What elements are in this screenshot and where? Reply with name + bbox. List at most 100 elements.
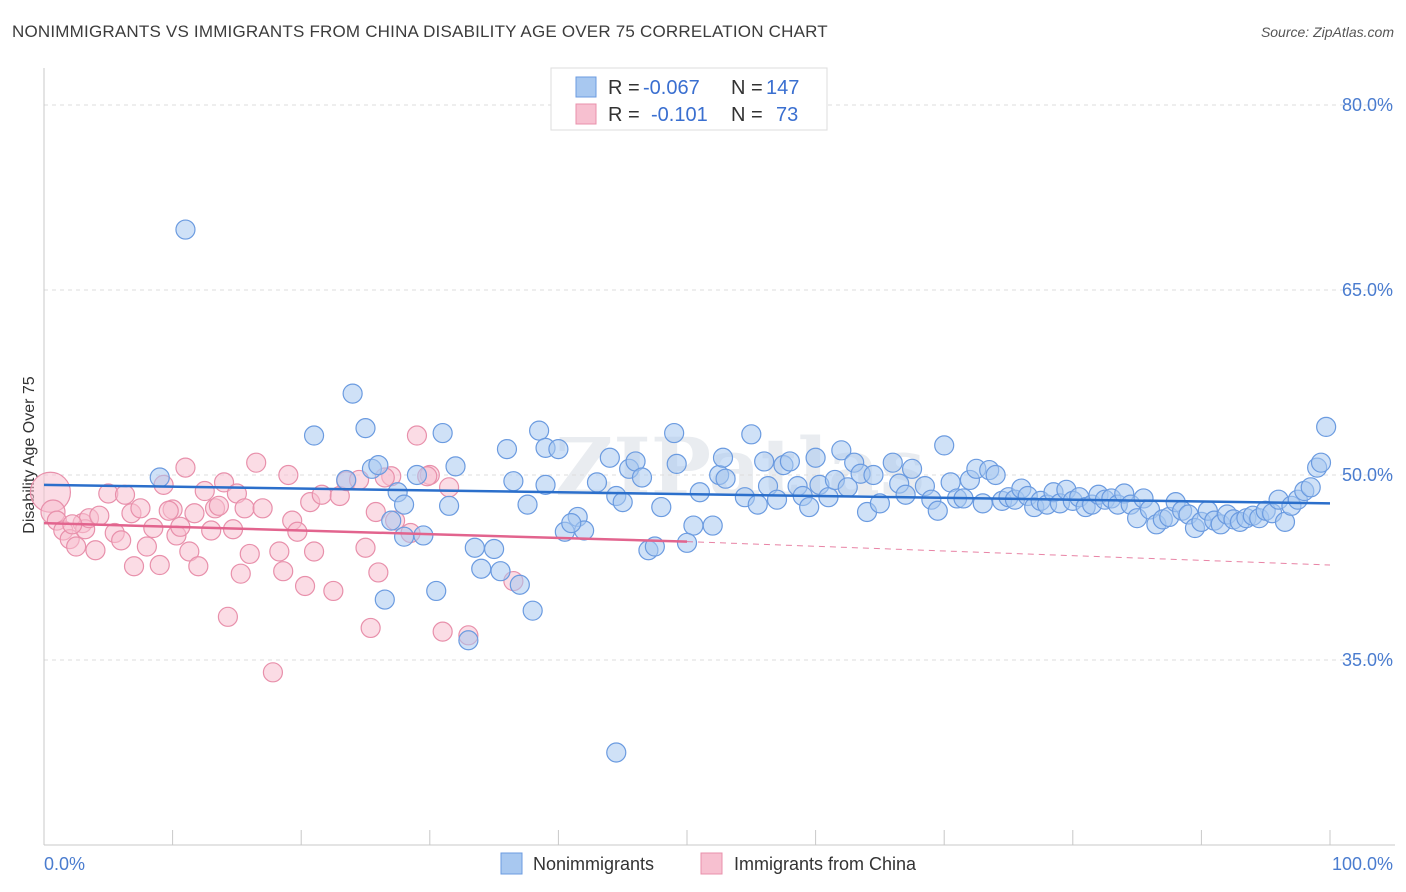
data-point-immigrants-china <box>432 621 453 642</box>
trend-line-immigrants-china-extrapolated <box>686 541 1331 566</box>
data-point-immigrants-china <box>360 617 381 639</box>
data-point-immigrants-china <box>114 484 136 505</box>
y-tick-labels: 35.0% 50.0% 65.0% 80.0% <box>1342 95 1393 670</box>
data-point-nonimmigrants <box>503 471 524 492</box>
y-tick-label: 65.0% <box>1342 280 1393 300</box>
data-point-nonimmigrants <box>149 467 170 488</box>
data-point-immigrants-china <box>158 500 179 521</box>
data-point-immigrants-china <box>179 541 200 562</box>
data-point-nonimmigrants <box>303 425 325 446</box>
x-axis-ticks <box>172 830 1331 845</box>
data-point-nonimmigrants <box>381 510 402 531</box>
data-point-nonimmigrants <box>689 482 710 503</box>
x-tick-label-max: 100.0% <box>1332 854 1393 874</box>
bottom-legend-label-immigrants-china: Immigrants from China <box>734 854 917 874</box>
data-point-nonimmigrants <box>972 493 993 514</box>
data-point-immigrants-china <box>355 537 376 558</box>
data-point-nonimmigrants <box>445 456 466 477</box>
data-point-nonimmigrants <box>599 447 620 468</box>
bottom-legend-label-nonimmigrants: Nonimmigrants <box>533 854 654 874</box>
data-point-nonimmigrants <box>458 630 479 651</box>
data-point-nonimmigrants <box>406 464 428 486</box>
data-point-nonimmigrants <box>529 420 550 441</box>
legend-n-value-2: 73 <box>776 104 798 126</box>
source-label: Source: ZipAtlas.com <box>1260 24 1394 40</box>
data-point-nonimmigrants <box>561 512 582 534</box>
legend-frame <box>550 67 828 131</box>
legend-r-label-1: R = <box>608 77 640 99</box>
data-point-immigrants-china <box>239 543 260 565</box>
data-point-nonimmigrants <box>464 537 485 558</box>
bottom-legend-swatch-immigrants-china <box>700 852 723 875</box>
data-point-immigrants-china <box>123 556 145 577</box>
data-point-nonimmigrants <box>927 500 948 521</box>
data-point-nonimmigrants <box>882 452 903 473</box>
data-point-immigrants-china <box>217 606 238 627</box>
data-point-nonimmigrants <box>484 538 505 560</box>
data-point-nonimmigrants <box>895 484 916 505</box>
data-point-immigrants-china <box>136 536 157 557</box>
data-point-nonimmigrants <box>393 526 415 547</box>
trend-line-immigrants-china <box>43 521 688 543</box>
data-point-immigrants-china <box>89 505 110 526</box>
data-point-nonimmigrants <box>426 580 447 602</box>
data-point-nonimmigrants <box>522 600 543 621</box>
data-point-nonimmigrants <box>651 496 672 518</box>
data-point-immigrants-china <box>201 520 222 541</box>
data-point-nonimmigrants <box>175 219 196 240</box>
data-point-immigrants-china <box>269 541 290 562</box>
data-point-nonimmigrants <box>799 496 820 518</box>
data-point-immigrants-china <box>184 503 205 524</box>
trend-line-nonimmigrants <box>43 483 1331 505</box>
data-point-nonimmigrants <box>747 494 768 515</box>
data-point-nonimmigrants <box>766 489 788 510</box>
data-point-nonimmigrants <box>535 474 556 495</box>
data-point-immigrants-china <box>246 452 267 473</box>
legend-swatch-immigrants-china <box>575 103 597 125</box>
data-point-nonimmigrants <box>676 532 698 553</box>
data-point-nonimmigrants <box>438 495 460 516</box>
data-point-nonimmigrants <box>374 589 395 610</box>
data-point-nonimmigrants <box>779 451 800 472</box>
y-tick-label: 35.0% <box>1342 650 1393 670</box>
data-point-nonimmigrants <box>863 464 884 486</box>
data-point-nonimmigrants <box>869 493 891 514</box>
trend-lines <box>43 483 1331 566</box>
data-point-nonimmigrants <box>548 439 569 460</box>
data-point-immigrants-china <box>194 480 215 502</box>
data-point-immigrants-china <box>66 536 87 557</box>
data-point-immigrants-china <box>252 498 273 519</box>
data-point-nonimmigrants <box>901 458 923 479</box>
data-point-immigrants-china <box>365 501 386 523</box>
data-point-nonimmigrants <box>490 561 511 582</box>
data-point-nonimmigrants <box>831 440 852 461</box>
data-point-nonimmigrants <box>496 439 518 460</box>
data-point-immigrants-china <box>368 562 389 583</box>
x-tick-label-min: 0.0% <box>44 854 85 874</box>
data-point-immigrants-china <box>175 457 196 478</box>
data-point-nonimmigrants <box>666 453 687 474</box>
bottom-legend-swatch-nonimmigrants <box>500 852 523 875</box>
legend-n-label-2: N = <box>731 104 763 126</box>
data-point-immigrants-china <box>230 563 251 584</box>
legend-r-value-2: -0.101 <box>651 104 708 126</box>
data-point-nonimmigrants <box>586 472 608 493</box>
legend-r-value-1: -0.067 <box>643 77 700 99</box>
data-point-nonimmigrants <box>336 469 357 491</box>
data-point-nonimmigrants <box>741 424 762 445</box>
data-point-nonimmigrants <box>517 494 538 515</box>
data-point-immigrants-china <box>149 554 170 576</box>
data-point-nonimmigrants <box>355 418 376 439</box>
legend-r-label-2: R = <box>608 104 640 126</box>
y-tick-label: 50.0% <box>1342 465 1393 485</box>
data-point-immigrants-china <box>111 530 132 551</box>
data-point-nonimmigrants <box>1310 452 1332 473</box>
data-point-nonimmigrants <box>715 468 736 489</box>
data-point-nonimmigrants <box>985 464 1006 486</box>
data-point-nonimmigrants <box>342 383 363 404</box>
data-point-nonimmigrants <box>712 447 734 468</box>
bottom-legend: Nonimmigrants Immigrants from China <box>500 852 917 875</box>
data-point-immigrants-china <box>406 425 428 446</box>
data-point-immigrants-china <box>130 498 151 519</box>
data-point-nonimmigrants <box>805 447 826 468</box>
